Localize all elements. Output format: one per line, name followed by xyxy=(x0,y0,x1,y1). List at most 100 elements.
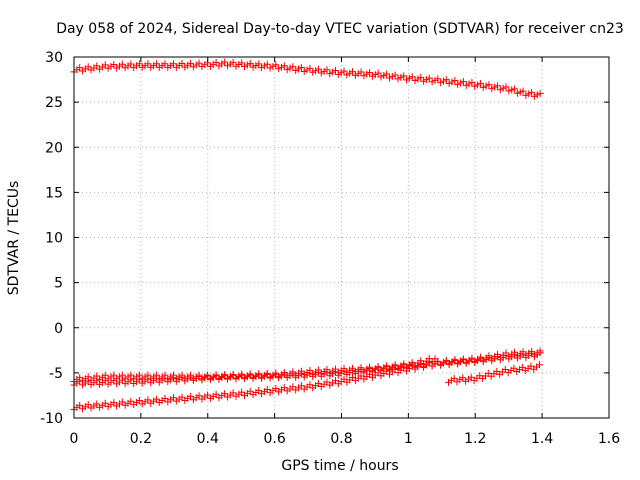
data-point xyxy=(371,71,379,79)
x-tick-label: 0.6 xyxy=(263,431,285,447)
data-point xyxy=(493,82,501,90)
data-point xyxy=(169,394,177,402)
data-point xyxy=(385,74,393,82)
data-point xyxy=(510,364,518,372)
data-point xyxy=(246,387,254,395)
y-tick-label: 0 xyxy=(54,321,63,337)
data-point xyxy=(280,62,288,70)
data-point xyxy=(442,356,450,364)
data-point xyxy=(195,59,203,67)
data-point xyxy=(485,81,493,89)
data-point xyxy=(221,390,229,398)
data-point xyxy=(138,63,146,71)
y-axis-label: SDTVAR / TECUs xyxy=(6,181,22,296)
data-point xyxy=(223,62,231,70)
data-point xyxy=(397,73,405,81)
data-point xyxy=(391,366,399,374)
data-point xyxy=(169,374,177,382)
data-point xyxy=(272,61,280,69)
y-tick-labels: -10 -5 0 5 10 15 20 25 30 xyxy=(40,50,63,427)
data-point xyxy=(306,64,314,72)
data-point xyxy=(275,65,283,73)
data-point xyxy=(493,350,501,358)
x-tick-label: 1 xyxy=(404,431,413,447)
data-point xyxy=(400,72,408,80)
data-point xyxy=(340,367,348,375)
data-point xyxy=(366,364,374,372)
y-tick-label: -5 xyxy=(49,366,63,382)
data-point xyxy=(519,87,527,95)
data-point xyxy=(135,376,143,384)
data-point xyxy=(354,70,362,78)
data-point xyxy=(238,388,246,396)
data-point xyxy=(417,73,425,81)
data-point xyxy=(422,76,430,84)
data-point xyxy=(417,360,425,368)
data-point xyxy=(312,67,320,75)
data-point xyxy=(314,369,322,377)
data-point xyxy=(340,67,348,75)
data-point xyxy=(331,368,339,376)
data-point xyxy=(363,70,371,78)
data-point xyxy=(118,398,126,406)
data-point xyxy=(178,373,186,381)
data-point xyxy=(425,74,433,82)
data-point xyxy=(241,63,249,71)
x-tick-label: 1.4 xyxy=(531,431,553,447)
data-point xyxy=(528,88,536,96)
data-point xyxy=(93,377,101,385)
data-point xyxy=(346,69,354,77)
y-tick-label: 20 xyxy=(45,140,63,156)
data-point xyxy=(357,365,365,373)
data-point xyxy=(431,76,439,84)
data-point xyxy=(141,62,149,70)
data-point xyxy=(110,376,118,384)
data-point xyxy=(488,85,496,93)
data-point xyxy=(161,60,169,68)
data-point xyxy=(368,72,376,80)
x-tick-labels: 0 0.2 0.4 0.6 0.8 1 1.2 1.4 1.6 xyxy=(70,431,621,447)
data-point xyxy=(263,370,271,378)
series-track-4 xyxy=(70,347,544,413)
data-point xyxy=(501,366,509,374)
data-point xyxy=(272,385,280,393)
data-point xyxy=(101,377,109,385)
data-point xyxy=(326,70,334,78)
data-point xyxy=(167,62,175,70)
data-point xyxy=(437,79,445,87)
data-point xyxy=(459,355,467,363)
data-point xyxy=(226,60,234,68)
data-point xyxy=(428,78,436,86)
data-point xyxy=(258,64,266,72)
data-point xyxy=(297,382,305,390)
y-tick-label: 15 xyxy=(45,185,63,201)
x-tick-label: 0 xyxy=(70,431,79,447)
data-point xyxy=(516,88,524,96)
data-point xyxy=(323,66,331,74)
data-point xyxy=(303,66,311,74)
x-tick-label: 0.2 xyxy=(130,431,152,447)
x-tick-label: 1.2 xyxy=(464,431,486,447)
data-point xyxy=(528,347,536,355)
data-point xyxy=(525,90,533,98)
data-point xyxy=(255,371,263,379)
data-point xyxy=(511,85,519,93)
data-point xyxy=(459,77,467,85)
data-point xyxy=(238,59,246,67)
data-point xyxy=(127,376,135,384)
data-point xyxy=(118,376,126,384)
data-point xyxy=(451,77,459,85)
x-axis-label: GPS time / hours xyxy=(281,458,398,474)
data-point xyxy=(135,60,143,68)
data-point xyxy=(493,367,501,375)
data-point xyxy=(286,64,294,72)
data-point xyxy=(468,354,476,362)
y-tick-label: 25 xyxy=(45,95,63,111)
data-point xyxy=(357,372,365,380)
data-point xyxy=(383,367,391,375)
data-point xyxy=(76,401,84,409)
data-point xyxy=(511,348,519,356)
data-point xyxy=(110,60,118,68)
data-point xyxy=(374,69,382,77)
